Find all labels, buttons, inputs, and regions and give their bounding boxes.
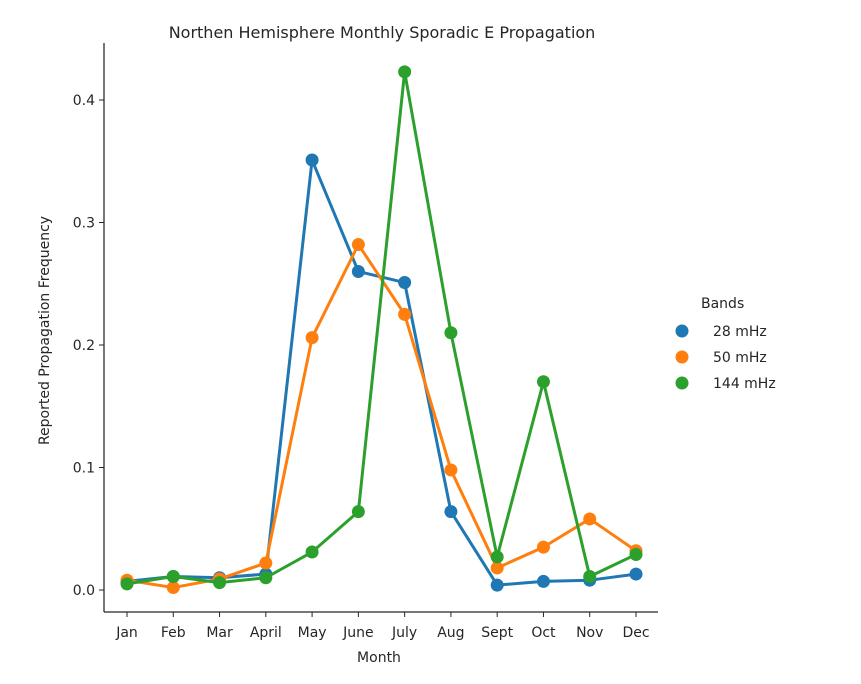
x-tick-label: Feb xyxy=(161,625,186,641)
series-line xyxy=(125,158,638,587)
y-tick-label: 0.3 xyxy=(73,216,95,232)
x-tick-label: Jan xyxy=(115,625,138,641)
data-point xyxy=(398,276,412,290)
data-point xyxy=(305,153,319,167)
data-point xyxy=(583,570,597,584)
data-point xyxy=(629,547,643,561)
data-point xyxy=(444,463,458,477)
y-tick-label: 0.2 xyxy=(73,338,95,354)
x-tick-label: April xyxy=(250,625,282,641)
data-point xyxy=(351,238,365,252)
x-axis-title: Month xyxy=(357,650,401,666)
data-point xyxy=(213,576,227,590)
series-layer xyxy=(120,65,643,595)
x-tick-label: Mar xyxy=(206,625,233,641)
data-point xyxy=(166,581,180,595)
y-tick-label: 0.1 xyxy=(73,461,95,477)
x-tick-label: Oct xyxy=(531,625,556,641)
legend-marker xyxy=(675,324,689,338)
y-tick-label: 0.4 xyxy=(73,93,95,109)
x-tick-label: Nov xyxy=(576,625,603,641)
data-point xyxy=(351,265,365,278)
data-point xyxy=(536,375,550,389)
data-point xyxy=(536,574,550,588)
series-line xyxy=(125,70,638,586)
legend-label: 28 mHz xyxy=(713,324,767,340)
legend: Bands 28 mHz 50 mHz 144 mHz xyxy=(675,296,776,392)
data-point xyxy=(120,577,134,591)
x-tick-label: Aug xyxy=(437,625,464,641)
y-tick-label: 0.0 xyxy=(73,583,95,599)
series-3 xyxy=(120,65,643,591)
legend-marker xyxy=(675,376,689,390)
data-point xyxy=(305,331,319,345)
x-tick-label: May xyxy=(298,625,327,641)
x-tick-label: Dec xyxy=(622,625,649,641)
data-point xyxy=(444,326,458,340)
chart-title: Northen Hemisphere Monthly Sporadic E Pr… xyxy=(169,23,596,42)
data-point xyxy=(305,545,319,559)
x-tick-label: Sept xyxy=(481,625,513,641)
data-point xyxy=(490,561,504,575)
data-point xyxy=(351,505,365,519)
data-point xyxy=(444,505,458,519)
data-point xyxy=(536,540,550,554)
data-point xyxy=(166,570,180,584)
x-tick-label: June xyxy=(342,625,374,641)
data-point xyxy=(398,307,412,321)
data-point xyxy=(259,556,273,570)
x-tick-label: July xyxy=(391,625,417,641)
data-point xyxy=(259,571,273,585)
data-point xyxy=(490,550,504,564)
data-point xyxy=(583,512,597,526)
legend-label: 144 mHz xyxy=(713,376,776,392)
data-point xyxy=(490,578,504,592)
series-1 xyxy=(120,153,643,592)
legend-marker xyxy=(675,350,689,364)
data-point xyxy=(629,567,643,581)
data-point xyxy=(398,65,412,79)
legend-title: Bands xyxy=(701,296,744,312)
legend-label: 50 mHz xyxy=(713,350,767,366)
y-axis-title: Reported Propagation Frequency xyxy=(37,216,53,445)
axes: 0.0 0.1 0.2 0.3 0.4 Jan Feb Mar April May June July… xyxy=(37,23,658,666)
